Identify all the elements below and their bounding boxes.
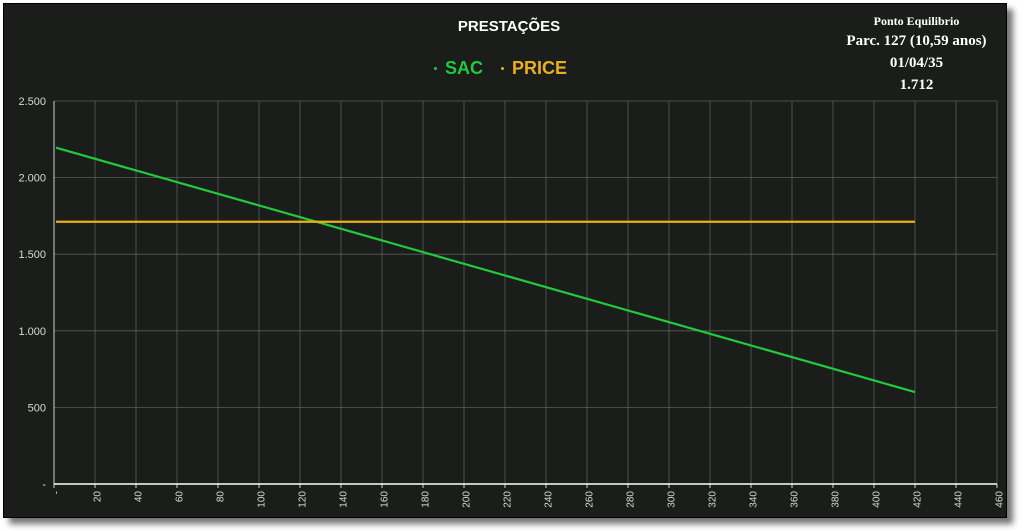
legend-label-sac: SAC (445, 58, 484, 78)
x-tick-label: 20 (93, 491, 104, 503)
series-line-sac (55, 146, 916, 394)
x-tick-label: 240 (544, 491, 555, 508)
chart-frame: - 20 40 60 80 100 120 140 160 180 200 220 240 260 280 3… (3, 3, 1007, 518)
x-tick-label: 280 (626, 491, 637, 508)
x-tick-label: - (52, 491, 63, 494)
x-tick-label: 100 (257, 491, 268, 508)
x-tick-label: 380 (831, 491, 842, 508)
legend-label-price: PRICE (512, 58, 568, 78)
x-tick-label: 260 (585, 491, 596, 508)
legend-marker-price (501, 67, 505, 70)
x-tick-label: 160 (380, 491, 391, 508)
x-tick-label: 120 (298, 491, 309, 508)
y-tick-label: 500 (28, 402, 46, 414)
y-tick-label: 2.000 (18, 173, 46, 185)
chart-title: PRESTAÇÕES (457, 18, 561, 35)
chart-legend: SAC PRICE (434, 58, 567, 79)
annotation-value: 1.712 (899, 77, 934, 93)
annotation-label: Ponto Equilibrio (873, 14, 960, 28)
x-tick-label: 300 (667, 491, 678, 508)
y-tick-label: 1.000 (18, 326, 46, 338)
legend-item-price: PRICE (501, 58, 567, 79)
x-tick-label: 440 (954, 491, 965, 508)
annotation-installment: Parc. 127 (10,59 anos) (846, 33, 987, 49)
x-tick-label: 200 (462, 491, 473, 508)
x-tick-label: 180 (421, 491, 432, 508)
x-tick-label: 360 (790, 491, 801, 508)
x-tick-label: 460 (995, 491, 1006, 508)
x-tick-label: 400 (872, 491, 883, 508)
x-tick-label: 40 (134, 491, 145, 503)
x-tick-label: 60 (175, 491, 186, 503)
x-tick-label: 340 (749, 491, 760, 508)
x-tick-label: 80 (216, 491, 227, 503)
plot-area: - 20 40 60 80 100 120 140 160 180 200 220 240 260 280 3… (18, 96, 1006, 508)
x-tick-label: 140 (339, 491, 350, 508)
x-tick-label: 320 (708, 491, 719, 508)
x-tick-label: 420 (913, 491, 924, 508)
break-even-annotation: Ponto Equilibrio Parc. 127 (10,59 anos) … (824, 12, 1009, 96)
y-tick-label: 2.500 (18, 96, 46, 108)
x-tick-label: 220 (503, 491, 514, 508)
y-tick-label: 1.500 (18, 249, 46, 261)
annotation-date: 01/04/35 (889, 55, 944, 71)
y-tick-label: - (42, 479, 46, 491)
legend-marker-sac (434, 67, 437, 70)
legend-item-sac: SAC (434, 58, 483, 79)
